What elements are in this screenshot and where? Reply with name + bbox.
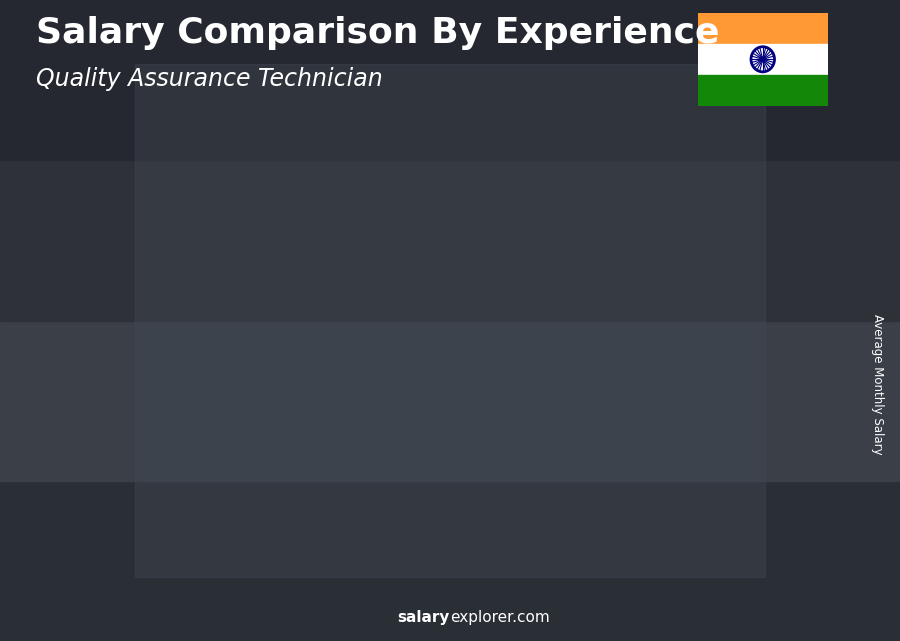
Text: +29%: +29% [141, 372, 218, 396]
Polygon shape [78, 444, 163, 452]
Bar [328, 370, 405, 558]
Bar [0, 0, 900, 160]
Polygon shape [654, 300, 662, 558]
Text: Average Monthly Salary: Average Monthly Salary [871, 314, 884, 455]
Text: explorer.com: explorer.com [450, 610, 550, 625]
Polygon shape [530, 317, 537, 558]
Polygon shape [405, 362, 413, 558]
Bar [0, 160, 900, 320]
Polygon shape [328, 362, 413, 370]
Text: Quality Assurance Technician: Quality Assurance Technician [36, 67, 382, 91]
Bar [698, 13, 828, 44]
Text: 10,500 INR: 10,500 INR [24, 433, 105, 447]
Text: 23,000 INR: 23,000 INR [400, 306, 482, 321]
Polygon shape [702, 284, 787, 292]
Bar [203, 421, 281, 558]
Bar [702, 292, 779, 558]
Bar [0, 320, 900, 481]
Bar [453, 326, 530, 558]
Polygon shape [156, 444, 163, 558]
Text: 26,300 INR: 26,300 INR [743, 273, 824, 288]
Polygon shape [203, 413, 288, 421]
Text: Salary Comparison By Experience: Salary Comparison By Experience [36, 16, 719, 50]
Polygon shape [281, 413, 288, 558]
Circle shape [760, 57, 765, 62]
Polygon shape [453, 317, 537, 326]
Text: salary: salary [398, 610, 450, 625]
Bar [78, 452, 156, 558]
Polygon shape [779, 284, 787, 558]
Text: 24,700 INR: 24,700 INR [526, 289, 607, 304]
Text: +24%: +24% [391, 269, 467, 294]
Text: +7%: +7% [524, 262, 583, 285]
Text: +38%: +38% [266, 317, 342, 341]
Polygon shape [577, 300, 662, 308]
Bar [0, 481, 900, 641]
Text: +7%: +7% [648, 245, 708, 269]
Text: 13,500 INR: 13,500 INR [151, 403, 232, 417]
Bar [135, 64, 765, 577]
Bar [698, 44, 828, 75]
Text: 18,600 INR: 18,600 INR [276, 351, 357, 366]
Bar [577, 308, 654, 558]
Bar [698, 75, 828, 106]
